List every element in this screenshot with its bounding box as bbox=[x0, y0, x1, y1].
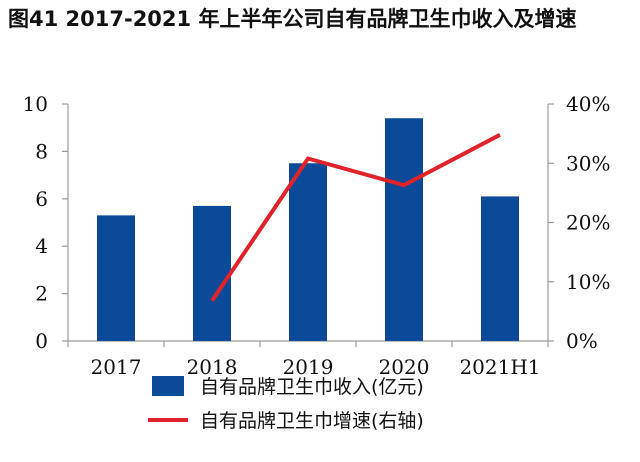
right-tick-label: 0% bbox=[566, 329, 598, 353]
revenue-bar bbox=[481, 196, 519, 341]
revenue-bar bbox=[289, 163, 327, 341]
x-tick-label: 2020 bbox=[379, 355, 430, 379]
right-tick-label: 30% bbox=[566, 151, 610, 175]
revenue-bar bbox=[97, 215, 135, 341]
right-tick-label: 10% bbox=[566, 270, 610, 294]
left-tick-label: 6 bbox=[35, 187, 48, 211]
chart-title: 图41 2017-2021 年上半年公司自有品牌卫生巾收入及增速 bbox=[8, 7, 577, 31]
left-tick-label: 2 bbox=[35, 282, 48, 306]
x-tick-label: 2018 bbox=[187, 355, 238, 379]
legend-label: 自有品牌卫生巾增速(右轴) bbox=[200, 410, 424, 432]
revenue-bar bbox=[193, 205, 231, 341]
left-tick-label: 0 bbox=[35, 329, 48, 353]
revenue-bar bbox=[385, 118, 423, 341]
left-tick-label: 10 bbox=[23, 92, 48, 116]
legend-label: 自有品牌卫生巾收入(亿元) bbox=[200, 376, 424, 398]
right-tick-label: 20% bbox=[566, 211, 610, 235]
legend: 自有品牌卫生巾收入(亿元) 自有品牌卫生巾增速(右轴) bbox=[148, 376, 424, 432]
left-tick-label: 8 bbox=[35, 139, 48, 163]
line-series bbox=[210, 133, 501, 302]
right-tick-label: 40% bbox=[566, 92, 610, 116]
axes: 0 2 4 6 8 10 0% 10% 20% 30% 40% 2017 2018 2019 2020 202… bbox=[23, 92, 611, 379]
growth-line bbox=[210, 133, 501, 302]
x-tick-label: 2021H1 bbox=[459, 355, 540, 379]
x-tick-label: 2017 bbox=[91, 355, 142, 379]
left-tick-label: 4 bbox=[35, 234, 48, 258]
legend-swatch-bar bbox=[152, 376, 184, 396]
x-tick-label: 2019 bbox=[283, 355, 334, 379]
bar-series bbox=[97, 118, 519, 341]
